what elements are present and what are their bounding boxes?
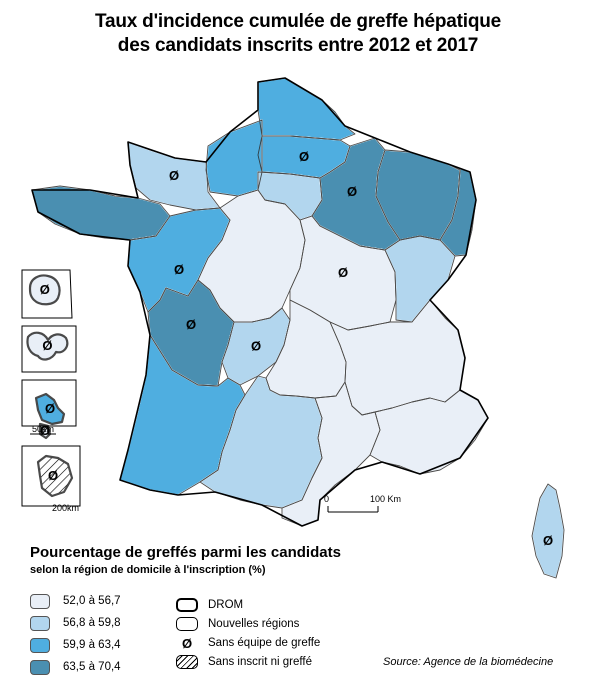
map-title: Taux d'incidence cumulée de greffe hépat… <box>0 10 596 58</box>
legend-symbol-label: Sans inscrit ni greffé <box>208 656 312 668</box>
no-team-marker-la-reunion: Ø <box>40 282 50 297</box>
scale-value: 100 Km <box>370 494 401 504</box>
drom-scale-bars <box>30 433 78 507</box>
legend-class-3: 59,9 à 63,4 <box>30 636 121 654</box>
legend-swatch-1 <box>30 593 50 609</box>
drom-frame-guadeloupe <box>21 325 77 373</box>
no-team-marker-picardie: Ø <box>299 149 309 164</box>
drom-frame-reunion <box>21 269 73 319</box>
region-corse <box>531 483 565 579</box>
legend-symbol-label: Sans équipe de greffe <box>208 637 321 649</box>
drom-scale-200: 200km <box>52 503 79 513</box>
legend-title: Pourcentage de greffés parmi les candida… <box>30 544 341 561</box>
drom-frame-martinique <box>21 379 77 427</box>
legend-class-1: 52,0 à 56,7 <box>30 592 121 610</box>
france-outline <box>31 77 489 527</box>
legend-class-label: 52,0 à 56,7 <box>63 595 121 607</box>
legend-class-label: 59,9 à 63,4 <box>63 639 121 651</box>
drom-scale-50: 50km <box>32 424 54 434</box>
no-team-marker-guyane: Ø <box>48 468 58 483</box>
legend-class-label: 56,8 à 59,8 <box>63 617 121 629</box>
legend-swatch-2 <box>30 615 50 631</box>
medium-outline-icon <box>176 617 198 631</box>
legend-symbol-drom: DROM <box>176 596 243 614</box>
scale-bar <box>327 506 379 513</box>
legend-subtitle: selon la région de domicile à l'inscript… <box>30 564 266 576</box>
no-team-marker-martinique: Ø <box>45 401 55 416</box>
no-team-marker-basse-normandie: Ø <box>169 168 179 183</box>
regions-layer <box>26 77 565 579</box>
legend-swatch-4 <box>30 659 50 675</box>
source-note: Source: Agence de la biomédecine <box>383 656 554 668</box>
title-line-2: des candidats inscrits entre 2012 et 201… <box>117 35 479 56</box>
legend-class-label: 63,5 à 70,4 <box>63 661 121 673</box>
legend-symbol-no-patient: Sans inscrit ni greffé <box>176 653 312 671</box>
legend-class-2: 56,8 à 59,8 <box>30 614 121 632</box>
empty-set-icon: Ø <box>181 635 193 651</box>
legend-symbol-no-team: Ø Sans équipe de greffe <box>176 634 320 652</box>
drom-frames <box>21 269 81 507</box>
no-team-marker-guadeloupe: Ø <box>42 338 52 353</box>
no-team-marker-mayotte: Ø <box>40 423 50 438</box>
legend-symbol-label: Nouvelles régions <box>208 618 300 630</box>
no-team-marker-champagne-ardenne: Ø <box>347 184 357 199</box>
no-team-marker-corse: Ø <box>543 533 553 548</box>
region-nord-pas-de-calais <box>257 77 356 141</box>
no-team-marker-pays-de-la-loire: Ø <box>174 262 184 277</box>
legend-swatch-3 <box>30 637 50 653</box>
no-team-marker-bourgogne: Ø <box>338 265 348 280</box>
legend-class-4: 63,5 à 70,4 <box>30 658 121 676</box>
title-line-1: Taux d'incidence cumulée de greffe hépat… <box>94 11 502 32</box>
thick-outline-icon <box>176 598 198 612</box>
region-haute-normandie <box>205 119 263 197</box>
legend-symbol-regions: Nouvelles régions <box>176 615 299 633</box>
legend-symbol-label: DROM <box>208 599 244 611</box>
hatched-box-icon <box>176 655 198 669</box>
drom-frame-guyane <box>21 445 81 507</box>
scale-zero: 0 <box>324 494 329 504</box>
no-team-marker-limousin: Ø <box>251 339 261 354</box>
no-team-marker-poitou-charentes: Ø <box>186 317 196 332</box>
